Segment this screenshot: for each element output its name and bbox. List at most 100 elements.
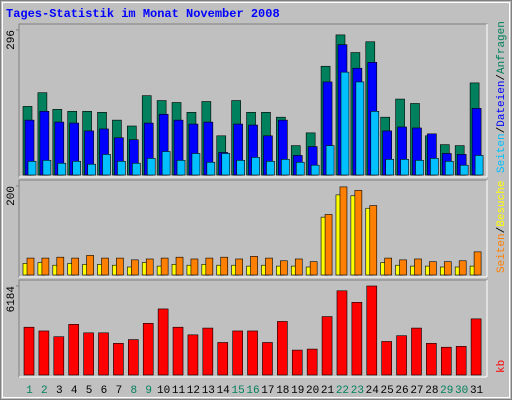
bar — [414, 258, 422, 276]
bar — [429, 261, 437, 276]
bar — [415, 160, 424, 176]
bar — [309, 261, 318, 276]
bar — [38, 330, 50, 376]
bar — [310, 164, 320, 176]
x-tick-label: 4 — [71, 385, 78, 397]
legend-separator: / — [496, 227, 508, 234]
bar — [369, 205, 378, 276]
x-tick-label: 11 — [172, 385, 186, 397]
bar — [295, 161, 305, 176]
x-tick-label: 26 — [395, 385, 408, 397]
bar — [340, 71, 350, 176]
bar — [187, 334, 199, 376]
bar — [443, 261, 452, 276]
bar — [236, 160, 245, 176]
bevel — [2, 2, 510, 398]
bar — [41, 257, 50, 276]
bar — [221, 153, 231, 176]
bar — [294, 258, 303, 276]
bar — [281, 159, 290, 176]
x-tick-label: 19 — [291, 385, 304, 397]
bar — [336, 290, 348, 376]
bar — [145, 258, 154, 276]
bar — [440, 346, 452, 376]
x-tick-label: 22 — [336, 385, 349, 397]
bar — [235, 258, 243, 276]
bar — [205, 257, 214, 276]
bar — [190, 258, 199, 276]
bar — [400, 159, 409, 176]
bar — [306, 348, 318, 376]
x-tick-label: 9 — [145, 385, 152, 397]
bar — [247, 330, 258, 376]
bar — [251, 157, 260, 176]
y-tick-label: 200 — [6, 186, 18, 206]
x-tick-label: 12 — [187, 385, 200, 397]
bar — [83, 332, 94, 376]
legend-entry: Anfragen — [496, 21, 508, 74]
bar — [42, 160, 52, 176]
legend-separator: / — [496, 127, 508, 134]
bar — [53, 336, 65, 376]
bar — [370, 111, 380, 176]
bar — [250, 256, 258, 276]
bar — [116, 257, 124, 276]
y-tick-label: 6184 — [6, 286, 18, 313]
bar — [291, 349, 303, 376]
bar — [217, 342, 229, 376]
y-tick-label: 296 — [6, 30, 18, 50]
bar — [426, 343, 437, 376]
bar — [396, 335, 407, 376]
bar — [56, 256, 65, 276]
bar — [131, 259, 139, 276]
bar — [455, 346, 467, 376]
x-tick-label: 17 — [261, 385, 274, 397]
bar — [324, 214, 333, 276]
bar — [411, 327, 422, 376]
x-tick-label: 3 — [56, 385, 63, 397]
bar — [474, 155, 484, 176]
bar — [325, 145, 335, 176]
x-tick-label: 25 — [381, 385, 394, 397]
bar — [68, 324, 80, 376]
bar — [458, 260, 467, 276]
x-tick-label: 16 — [246, 385, 259, 397]
x-tick-label: 13 — [202, 385, 215, 397]
bar — [23, 326, 35, 376]
x-tick-label: 27 — [410, 385, 423, 397]
bar — [266, 160, 275, 176]
x-tick-label: 6 — [101, 385, 108, 397]
x-tick-label: 24 — [366, 385, 380, 397]
bar — [430, 158, 439, 176]
x-tick-label: 23 — [351, 385, 364, 397]
bar — [277, 321, 288, 376]
bar — [27, 160, 37, 176]
x-tick-label: 2 — [41, 385, 48, 397]
chart-title: Tages-Statistik im Monat November 2008 — [6, 7, 280, 21]
legend-entry: Dateien — [496, 81, 508, 127]
legend: Seiten/Dateien/Anfragen — [496, 21, 508, 173]
x-tick-label: 28 — [425, 385, 438, 397]
bar — [113, 343, 124, 376]
bar — [354, 190, 363, 276]
legend-entry: Seiten — [496, 133, 508, 173]
bar — [206, 161, 216, 176]
bar — [444, 160, 454, 176]
x-tick-label: 5 — [86, 385, 93, 397]
x-tick-label: 31 — [470, 385, 484, 397]
bar — [470, 318, 482, 376]
bar — [132, 162, 141, 176]
bar — [142, 323, 154, 376]
legend-entry: Besuche — [496, 181, 508, 227]
bar — [399, 259, 407, 276]
bar — [384, 257, 392, 276]
bar — [87, 163, 96, 176]
bar — [355, 81, 365, 176]
bar — [473, 251, 482, 276]
bar — [117, 160, 126, 176]
x-tick-label: 8 — [130, 385, 137, 397]
x-tick-label: 30 — [455, 385, 468, 397]
x-tick-label: 18 — [276, 385, 289, 397]
bar — [280, 260, 288, 276]
